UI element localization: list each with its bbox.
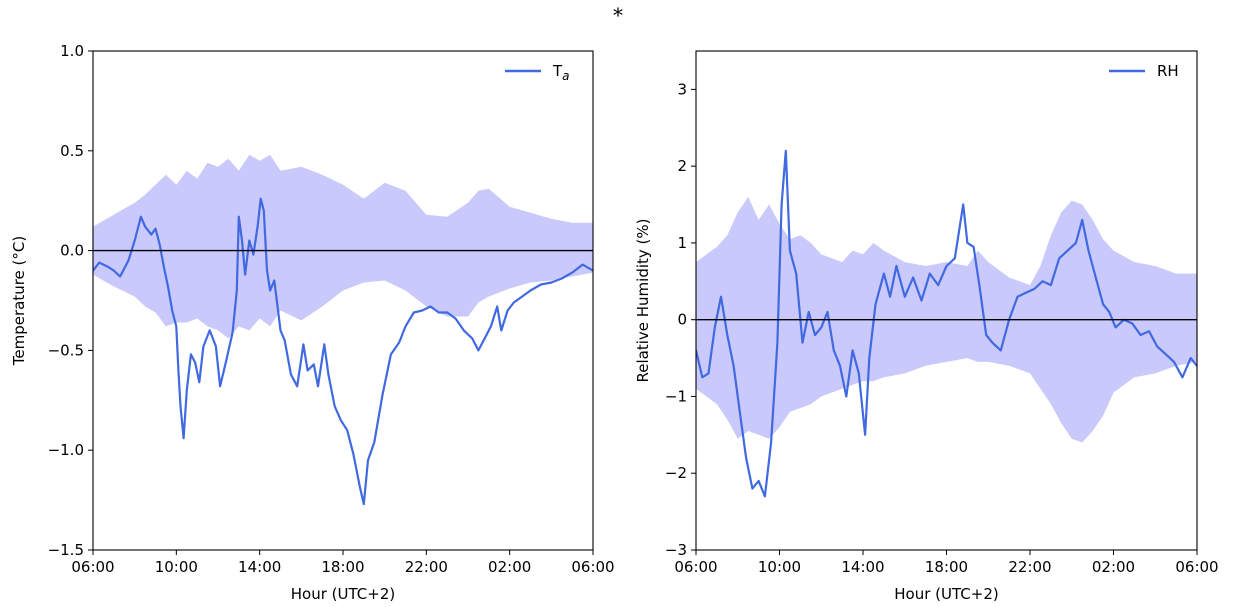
- x-tick-label: 18:00: [321, 558, 364, 576]
- y-tick-label: 3: [677, 80, 687, 98]
- x-tick-label: 02:00: [488, 558, 531, 576]
- x-tick-label: 22:00: [1008, 558, 1051, 576]
- y-tick-label: −3: [665, 541, 687, 559]
- x-tick-label: 18:00: [925, 558, 968, 576]
- x-tick-label: 06:00: [571, 558, 614, 576]
- x-tick-label: 10:00: [758, 558, 801, 576]
- y-tick-label: −1: [665, 387, 687, 405]
- series-line-t_a: [93, 197, 593, 506]
- plot-area: [696, 149, 1197, 498]
- figure-marker: *: [613, 3, 623, 27]
- temperature-chart: 06:00 10:00 14:00 18:00 22:00 02:00 06:00 1.0 0.…: [10, 42, 615, 603]
- x-tick-label: 02:00: [1092, 558, 1135, 576]
- y-tick-label: −2: [665, 464, 687, 482]
- legend-label: RH: [1157, 62, 1179, 80]
- y-axis-label: Temperature (°C): [10, 236, 28, 366]
- x-axis-label: Hour (UTC+2): [291, 585, 395, 603]
- y-axis-label: Relative Humidity (%): [634, 219, 652, 383]
- x-axis-label: Hour (UTC+2): [894, 585, 998, 603]
- y-tick-label: 1.0: [60, 42, 84, 60]
- x-tick-label: 14:00: [841, 558, 884, 576]
- y-tick-label: −0.5: [48, 341, 84, 359]
- y-tick-label: 1: [677, 234, 687, 252]
- series-line-rh: [696, 149, 1197, 498]
- legend-label: Ta: [552, 62, 570, 83]
- x-tick-label: 06:00: [71, 558, 114, 576]
- y-tick-label: −1.0: [48, 441, 84, 459]
- y-tick-label: −1.5: [48, 541, 84, 559]
- y-tick-label: 0: [677, 311, 687, 329]
- x-tick-label: 06:00: [1175, 558, 1218, 576]
- x-tick-label: 10:00: [155, 558, 198, 576]
- x-tick-label: 06:00: [674, 558, 717, 576]
- plot-area: [93, 154, 593, 506]
- y-tick-label: 2: [677, 157, 687, 175]
- x-tick-label: 22:00: [405, 558, 448, 576]
- y-tick-label: 0.5: [60, 142, 84, 160]
- x-tick-label: 14:00: [238, 558, 281, 576]
- y-tick-label: 0.0: [60, 242, 84, 260]
- variability-band: [93, 154, 593, 339]
- legend-subscript: a: [562, 69, 569, 83]
- humidity-chart: 06:00 10:00 14:00 18:00 22:00 02:00 06:00 3 2 1 0 −…: [634, 50, 1219, 603]
